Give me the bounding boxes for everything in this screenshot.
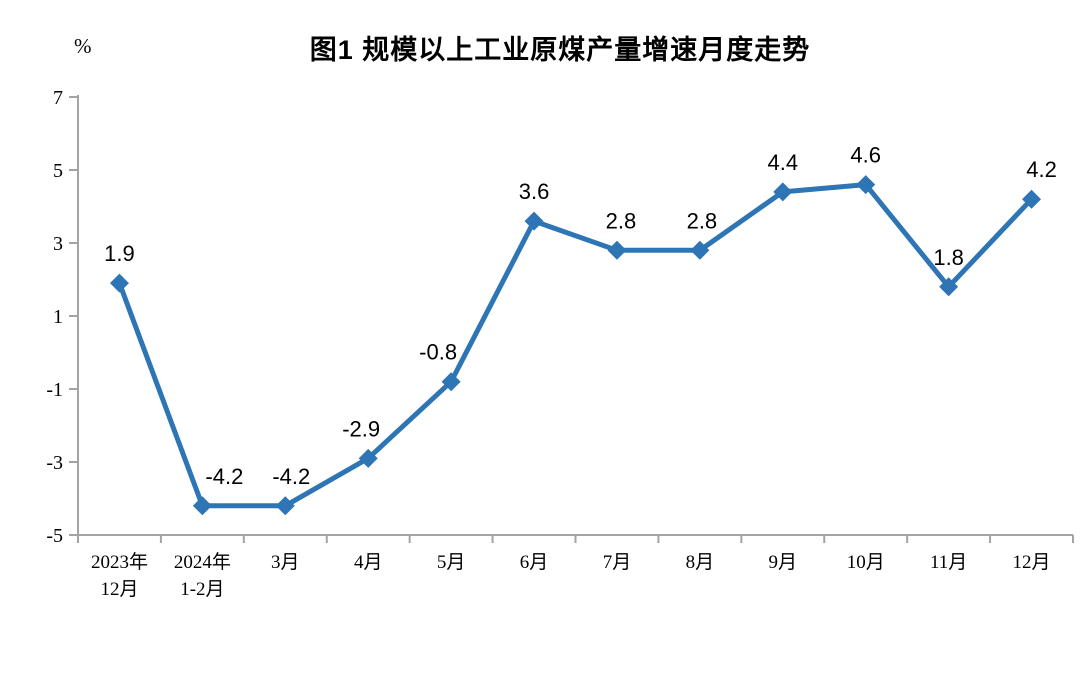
data-point-marker bbox=[939, 277, 959, 297]
data-point-label: -4.2 bbox=[272, 464, 310, 489]
data-point-marker bbox=[856, 175, 876, 195]
data-point-label: 2.8 bbox=[606, 208, 637, 233]
data-point-marker bbox=[192, 496, 212, 516]
data-point-label: 1.9 bbox=[104, 241, 135, 266]
data-point-label: 2.8 bbox=[687, 208, 718, 233]
data-point-label: -0.8 bbox=[419, 340, 457, 365]
data-point-marker bbox=[1022, 189, 1042, 209]
x-tick-label: 4月 bbox=[354, 552, 383, 573]
x-tick-label: 8月 bbox=[686, 552, 715, 573]
x-tick-label: 9月 bbox=[769, 552, 798, 573]
y-tick-label: -1 bbox=[46, 379, 63, 401]
series-line bbox=[116, 182, 1035, 509]
y-tick-label: 1 bbox=[53, 306, 63, 328]
x-tick-label: 12月 bbox=[1013, 552, 1051, 573]
y-tick-label: -5 bbox=[46, 525, 63, 547]
data-point-label: 4.6 bbox=[850, 143, 881, 168]
x-tick-label: 7月 bbox=[603, 552, 632, 573]
x-tick-label: 5月 bbox=[437, 552, 466, 573]
y-tick-label: 3 bbox=[53, 233, 63, 255]
x-tick-label: 10月 bbox=[847, 552, 885, 573]
y-axis-unit-label: % bbox=[74, 34, 92, 58]
y-tick-label: 5 bbox=[53, 160, 63, 182]
data-point-label: 3.6 bbox=[519, 179, 550, 204]
data-point-marker bbox=[607, 240, 627, 260]
x-tick-label: 2024年 bbox=[174, 551, 231, 573]
data-point-marker bbox=[275, 496, 295, 516]
x-tick-label: 6月 bbox=[520, 552, 549, 573]
data-point-marker bbox=[773, 182, 793, 202]
x-tick-label: 1-2月 bbox=[180, 579, 224, 600]
x-tick-label: 11月 bbox=[930, 552, 967, 573]
data-point-marker bbox=[690, 240, 710, 260]
y-tick-label: -3 bbox=[46, 452, 63, 474]
y-tick-label: 7 bbox=[53, 87, 63, 109]
data-point-label: -4.2 bbox=[205, 464, 243, 489]
data-point-label: 1.8 bbox=[933, 245, 964, 270]
x-tick-label: 3月 bbox=[271, 552, 300, 573]
x-tick-label: 12月 bbox=[100, 579, 138, 600]
data-point-marker bbox=[441, 372, 461, 392]
data-point-marker bbox=[358, 448, 378, 468]
data-point-label: 4.4 bbox=[767, 150, 798, 175]
x-tick-label: 2023年 bbox=[91, 551, 148, 573]
data-point-marker bbox=[109, 273, 129, 293]
data-point-label: -2.9 bbox=[342, 416, 380, 441]
data-point-marker bbox=[524, 211, 544, 231]
data-point-label: 4.2 bbox=[1026, 157, 1057, 182]
chart-title: 图1 规模以上工业原煤产量增速月度走势 bbox=[309, 35, 811, 65]
